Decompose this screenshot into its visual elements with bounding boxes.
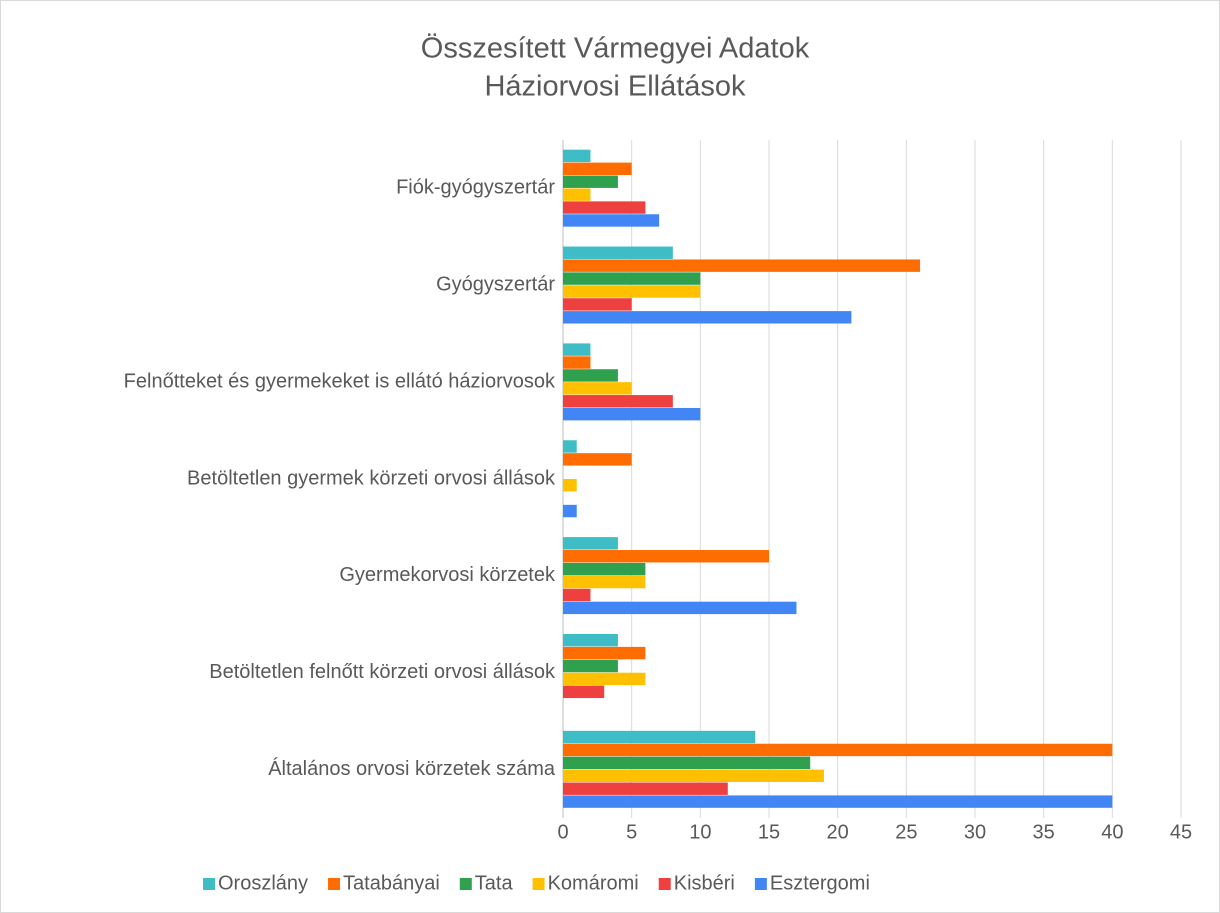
bar	[563, 343, 591, 356]
x-tick-label: 5	[626, 821, 637, 843]
legend-label: Komáromi	[548, 872, 639, 894]
bar	[563, 149, 591, 163]
y-tick-label: Betöltetlen felnőtt körzeti orvosi állás…	[209, 661, 556, 683]
y-tick-label: Általános orvosi körzetek száma	[268, 757, 556, 780]
legend-label: Kisbéri	[674, 872, 735, 894]
bar	[563, 214, 660, 227]
bar	[563, 479, 577, 492]
bar	[563, 672, 646, 686]
legend-label: Tatabányai	[343, 872, 440, 894]
x-tick-label: 15	[758, 821, 780, 843]
bar	[563, 588, 591, 602]
bar	[563, 395, 673, 408]
legend-swatch	[658, 878, 671, 890]
bar	[563, 246, 673, 259]
bar	[563, 272, 701, 285]
bar	[563, 659, 618, 673]
y-tick-label: Fiók-gyógyszertár	[396, 177, 555, 199]
bar	[563, 743, 1113, 757]
bar	[563, 550, 769, 563]
bar	[563, 730, 756, 744]
bar	[563, 453, 632, 466]
bar	[563, 562, 646, 576]
bar	[563, 782, 728, 795]
legend-swatch	[203, 878, 215, 890]
bar	[563, 601, 797, 615]
chart-title: Összesített Vármegyei Adatok	[421, 33, 810, 65]
bar	[563, 504, 577, 518]
bar	[563, 201, 646, 214]
y-tick-label: Gyógyszertár	[436, 274, 555, 296]
legend-swatch	[532, 878, 545, 890]
legend-swatch	[328, 878, 341, 890]
x-tick-label: 45	[1170, 821, 1192, 843]
x-tick-label: 40	[1101, 821, 1123, 843]
bar	[563, 646, 646, 660]
bar	[563, 795, 1113, 808]
bar	[563, 382, 632, 395]
bar	[563, 356, 591, 369]
bar	[563, 175, 618, 188]
legend-swatch	[754, 878, 767, 890]
x-tick-label: 30	[964, 821, 986, 843]
y-tick-label: Betöltetlen gyermek körzeti orvosi állás…	[187, 467, 556, 489]
x-tick-label: 25	[895, 821, 917, 843]
bar	[563, 440, 577, 453]
legend-label: Oroszlány	[218, 872, 308, 894]
bar	[563, 162, 632, 176]
bar	[563, 575, 646, 589]
bar	[563, 369, 618, 382]
bar	[563, 769, 824, 782]
bar	[563, 633, 618, 647]
bar	[563, 537, 618, 550]
bar	[563, 685, 605, 699]
y-tick-label: Gyermekorvosi körzetek	[339, 564, 556, 586]
bar	[563, 311, 852, 324]
legend-label: Tata	[475, 872, 514, 894]
bar	[563, 756, 811, 770]
x-tick-label: 0	[557, 821, 568, 843]
bar	[563, 407, 701, 421]
y-tick-label: Felnőtteket és gyermekeket is ellátó ház…	[124, 370, 556, 392]
x-tick-label: 10	[689, 821, 711, 843]
x-tick-label: 35	[1033, 821, 1055, 843]
chart-title: Háziorvosi Ellátások	[484, 71, 746, 103]
legend-swatch	[459, 878, 472, 890]
legend-label: Esztergomi	[770, 872, 870, 894]
bar	[563, 188, 591, 201]
x-tick-label: 20	[827, 821, 849, 843]
bar	[563, 298, 632, 311]
bar	[563, 285, 701, 298]
bar	[563, 259, 921, 272]
